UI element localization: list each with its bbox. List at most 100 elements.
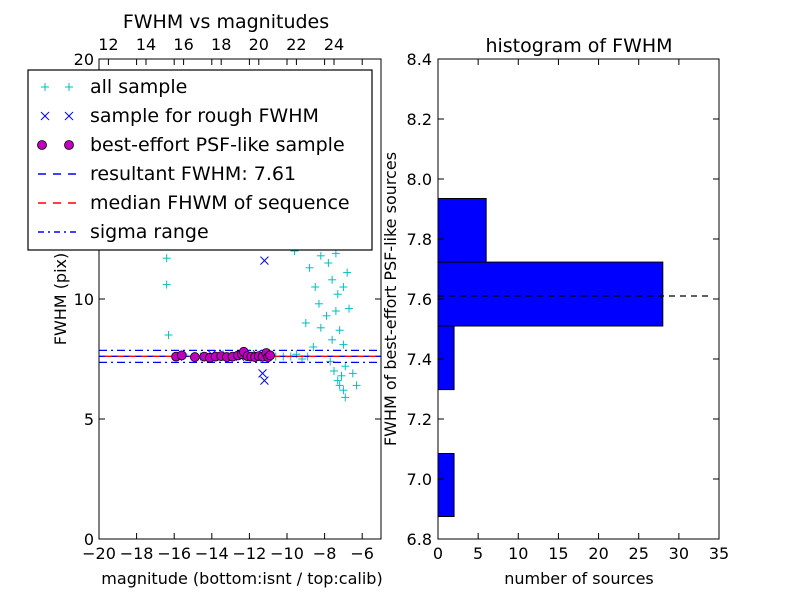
all-sample-point bbox=[324, 259, 333, 267]
scatter-top-tick-label: 12 bbox=[98, 35, 118, 54]
scatter-xtick-label: −10 bbox=[270, 544, 304, 563]
scatter-xtick-label: −16 bbox=[157, 544, 191, 563]
histogram-xtick-label: 0 bbox=[433, 544, 443, 563]
scatter-top-tick-label: 14 bbox=[136, 35, 156, 54]
histogram-xtick-label: 5 bbox=[473, 544, 483, 563]
all-sample-point bbox=[331, 249, 340, 258]
all-sample-point bbox=[341, 362, 350, 371]
scatter-top-tick-label: 24 bbox=[324, 35, 344, 54]
scatter-legend: all sample sample for rough FWHM best-ef… bbox=[27, 69, 373, 251]
all-sample-point bbox=[337, 371, 346, 380]
all-sample-point bbox=[339, 340, 348, 349]
all-sample-point bbox=[328, 275, 337, 284]
all-sample-point bbox=[339, 386, 348, 395]
histogram-xtick-label: 25 bbox=[629, 544, 649, 563]
legend-label-all-sample: all sample bbox=[90, 76, 187, 98]
all-sample-point bbox=[333, 290, 342, 299]
scatter-points bbox=[99, 232, 381, 402]
all-sample-point bbox=[311, 283, 320, 291]
histogram-ytick-label: 6.8 bbox=[407, 530, 432, 549]
all-sample-point bbox=[314, 299, 323, 308]
legend-label-median-fwhm: median FHWM of sequence bbox=[90, 192, 350, 214]
histogram-ytick-label: 8.4 bbox=[407, 50, 432, 69]
scatter-data-layer bbox=[99, 232, 381, 402]
legend-box bbox=[27, 69, 373, 251]
histogram-xtick-label: 15 bbox=[548, 544, 568, 563]
all-sample-point bbox=[341, 393, 350, 402]
histogram-xtick-label: 10 bbox=[508, 544, 528, 563]
all-sample-point bbox=[309, 343, 318, 351]
histogram-ylabel: FWHM of best-effort PSF-like sources bbox=[381, 152, 400, 446]
all-sample-point bbox=[335, 326, 344, 335]
scatter-xtick-label: −18 bbox=[120, 544, 154, 563]
scatter-xtick-label: −6 bbox=[350, 544, 374, 563]
all-sample-point bbox=[301, 319, 310, 327]
scatter-top-tick-label: 16 bbox=[173, 35, 193, 54]
legend-cross-marker bbox=[40, 111, 50, 121]
all-sample-point bbox=[330, 367, 338, 375]
histogram-ytick-label: 8.2 bbox=[407, 110, 432, 129]
histogram-data-layer bbox=[437, 198, 711, 517]
all-sample-point bbox=[316, 323, 325, 332]
legend-label-resultant-fwhm: resultant FWHM: 7.61 bbox=[90, 163, 296, 185]
histogram-axes: 0 5 10 15 20 25 30 35 6.8 7.0 7.2 7.4 7.6 7.8 8.0 8.2 8.… bbox=[407, 50, 730, 563]
histogram-panel: histogram of FWHM 0 5 10 15 20 25 30 35 6.8 7.0 7.… bbox=[381, 35, 729, 588]
all-sample-point bbox=[331, 307, 340, 315]
all-sample-point bbox=[345, 304, 354, 313]
legend-cross-marker-b bbox=[40, 111, 50, 121]
legend-label-sigma-range: sigma range bbox=[90, 221, 209, 243]
scatter-top-tick-label: 22 bbox=[286, 35, 306, 54]
legend-cross-marker-b bbox=[64, 111, 74, 121]
psf-sample-point bbox=[265, 350, 275, 361]
histogram-title: histogram of FWHM bbox=[485, 35, 672, 57]
scatter-ylabel: FWHM (pix) bbox=[51, 253, 70, 346]
histogram-ytick-label: 7.4 bbox=[407, 350, 432, 369]
all-sample-point bbox=[164, 331, 173, 339]
histogram-xtick-label: 20 bbox=[588, 544, 608, 563]
histogram-ytick-label: 7.0 bbox=[407, 470, 432, 489]
all-sample-point bbox=[305, 263, 314, 272]
all-sample-point bbox=[316, 251, 325, 260]
rough-sample-point-b bbox=[260, 256, 269, 265]
all-sample-point bbox=[348, 369, 357, 378]
scatter-title: FWHM vs magnitudes bbox=[123, 11, 329, 33]
legend-circle-marker bbox=[37, 140, 47, 150]
all-sample-point bbox=[339, 283, 348, 291]
rough-sample-point-b bbox=[260, 376, 269, 385]
legend-handles bbox=[37, 83, 76, 233]
histogram-xtick-label: 35 bbox=[709, 544, 729, 563]
psf-sample-point bbox=[189, 352, 200, 362]
scatter-top-tick-label: 20 bbox=[249, 35, 269, 54]
scatter-xtick-label: −14 bbox=[195, 544, 229, 563]
all-sample-point bbox=[328, 335, 337, 344]
all-sample-point bbox=[333, 376, 342, 385]
rough-sample-point-b bbox=[258, 369, 267, 378]
legend-cross-marker bbox=[64, 111, 74, 121]
legend-label-rough-sample: sample for rough FWHM bbox=[90, 105, 319, 127]
all-sample-point bbox=[162, 254, 171, 263]
scatter-top-tick-label: 18 bbox=[211, 35, 231, 54]
histogram-bar bbox=[437, 261, 664, 327]
scatter-xtick-label: −20 bbox=[82, 544, 116, 563]
legend-label-psf-sample: best-effort PSF-like sample bbox=[90, 134, 345, 156]
scatter-ytick-label: 20 bbox=[74, 50, 94, 69]
rough-sample-point bbox=[258, 369, 267, 378]
scatter-ytick-label: 0 bbox=[84, 530, 94, 549]
scatter-ytick-label: 10 bbox=[74, 290, 94, 309]
rough-sample-point bbox=[260, 256, 269, 265]
scatter-xtick-label: −12 bbox=[233, 544, 267, 563]
rough-sample-point bbox=[260, 376, 269, 385]
histogram-xlabel: number of sources bbox=[504, 569, 654, 588]
legend-plus-marker bbox=[65, 83, 73, 91]
psf-sample-point bbox=[176, 350, 187, 361]
all-sample-point bbox=[352, 381, 361, 390]
all-sample-point bbox=[326, 357, 335, 366]
legend-circle-marker bbox=[64, 140, 74, 150]
histogram-ytick-label: 8.0 bbox=[407, 170, 432, 189]
scatter-xlabel: magnitude (bottom:isnt / top:calib) bbox=[101, 569, 382, 588]
all-sample-point bbox=[162, 280, 171, 289]
scatter-panel: FWHM vs magnitudes −20 −18 −16 −14 −12 −10 −8−… bbox=[27, 11, 383, 588]
histogram-bar bbox=[437, 198, 487, 263]
all-sample-point bbox=[343, 268, 352, 277]
